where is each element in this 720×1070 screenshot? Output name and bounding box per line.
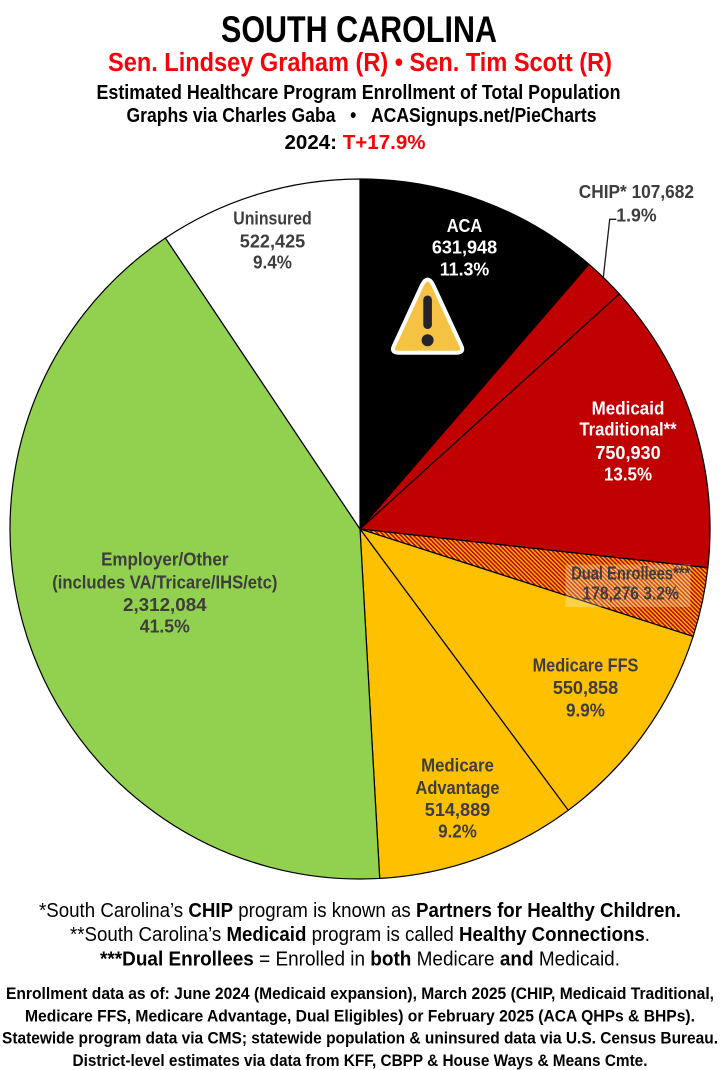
svg-text:9.2%: 9.2% — [438, 822, 477, 842]
svg-text:550,858: 550,858 — [553, 678, 618, 698]
svg-text:2,312,084: 2,312,084 — [123, 595, 207, 615]
svg-text:District-level estimates via d: District-level estimates via data from K… — [73, 1051, 648, 1070]
svg-text:Medicaid: Medicaid — [592, 399, 665, 419]
svg-text:Employer/Other: Employer/Other — [101, 550, 228, 570]
svg-text:Medicare FFS: Medicare FFS — [533, 655, 639, 675]
svg-text:SOUTH CAROLINA: SOUTH CAROLINA — [221, 9, 497, 50]
svg-text:631,948: 631,948 — [432, 238, 497, 258]
svg-text:ACA: ACA — [447, 216, 483, 236]
svg-text:CHIP* 107,682: CHIP* 107,682 — [579, 182, 694, 202]
svg-text:9.9%: 9.9% — [566, 701, 605, 721]
svg-text:Advantage: Advantage — [416, 778, 500, 798]
svg-text:Medicare FFS, Medicare Advanta: Medicare FFS, Medicare Advantage, Dual E… — [25, 1006, 695, 1025]
svg-text:**South Carolina’s Medicaid pr: **South Carolina’s Medicaid program is c… — [70, 924, 650, 946]
svg-text:Uninsured: Uninsured — [233, 208, 312, 228]
svg-text:750,930: 750,930 — [595, 443, 660, 463]
svg-text:Statewide program data via CMS: Statewide program data via CMS; statewid… — [2, 1029, 718, 1048]
svg-text:(includes VA/Tricare/IHS/etc): (includes VA/Tricare/IHS/etc) — [52, 572, 277, 592]
svg-text:Estimated Healthcare Program E: Estimated Healthcare Program Enrollment … — [97, 82, 621, 104]
svg-text:*South Carolina’s CHIP program: *South Carolina’s CHIP program is known … — [39, 900, 681, 922]
svg-text:1.9%: 1.9% — [616, 205, 656, 225]
svg-text:11.3%: 11.3% — [440, 259, 490, 279]
svg-text:2024: T+17.9%: 2024: T+17.9% — [285, 132, 426, 154]
svg-text:Sen. Lindsey Graham (R) • Sen.: Sen. Lindsey Graham (R) • Sen. Tim Scott… — [108, 49, 612, 77]
svg-text:178,276 3.2%: 178,276 3.2% — [583, 583, 679, 603]
svg-text:Enrollment data as of: June 20: Enrollment data as of: June 2024 (Medica… — [6, 984, 714, 1003]
svg-text:Dual Enrollees***: Dual Enrollees*** — [571, 563, 690, 583]
svg-text:Medicare: Medicare — [421, 756, 494, 776]
svg-text:522,425: 522,425 — [240, 232, 305, 252]
svg-text:Graphs via Charles Gaba •: Graphs via Charles Gaba • ACASignups.net… — [127, 105, 597, 127]
svg-text:13.5%: 13.5% — [604, 465, 652, 485]
svg-text:514,889: 514,889 — [425, 800, 491, 820]
svg-text:Traditional**: Traditional** — [579, 420, 676, 440]
svg-text:9.4%: 9.4% — [253, 253, 292, 273]
svg-text:41.5%: 41.5% — [140, 616, 190, 636]
svg-text:***Dual Enrollees = Enrolled i: ***Dual Enrollees = Enrolled in both Med… — [100, 949, 620, 971]
